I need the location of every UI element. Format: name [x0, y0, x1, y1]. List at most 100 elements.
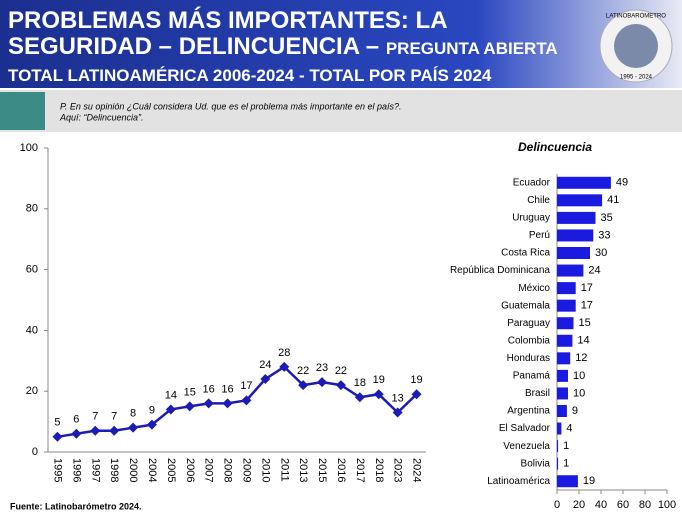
value-label: 12 [575, 352, 587, 364]
value-label: 22 [335, 365, 347, 377]
y-tick-label: El Salvador [499, 423, 551, 434]
bar [557, 387, 568, 399]
marker [204, 398, 214, 408]
bar [557, 194, 602, 206]
logo-years: 1995 - 2024 [620, 75, 653, 81]
value-label: 35 [601, 212, 613, 224]
marker [90, 426, 100, 436]
value-label: 9 [572, 405, 578, 417]
x-tick-label: 1997 [89, 458, 101, 482]
x-tick-label: 100 [658, 499, 676, 511]
value-label: 24 [259, 359, 271, 371]
y-tick-label: República Dominicana [450, 265, 550, 276]
x-tick-label: 20 [573, 499, 585, 511]
chart-title: Delincuencia [518, 140, 592, 154]
bar [557, 229, 593, 241]
value-label: 49 [616, 177, 628, 189]
logo-globe [614, 24, 658, 68]
bar [557, 177, 611, 189]
bar [557, 282, 576, 294]
marker [52, 432, 62, 442]
value-label: 33 [598, 229, 610, 241]
x-tick-label: 40 [595, 499, 607, 511]
bar [557, 300, 576, 312]
bar [557, 423, 561, 435]
x-tick-label: 2010 [259, 458, 271, 482]
value-label: 19 [373, 374, 385, 386]
x-tick-label: 2005 [165, 458, 177, 482]
value-label: 23 [316, 362, 328, 374]
x-tick-label: 2015 [316, 458, 328, 482]
value-label: 8 [130, 408, 136, 420]
subtitle: TOTAL LATINOAMÉRICA 2006-2024 - TOTAL PO… [8, 66, 492, 85]
value-label: 17 [240, 380, 252, 392]
x-tick-label: 1996 [70, 458, 82, 482]
x-tick-label: 2004 [146, 458, 158, 482]
marker [109, 426, 119, 436]
y-tick-label: Brasil [525, 388, 550, 399]
x-tick-label: 2013 [297, 458, 309, 482]
value-label: 19 [583, 475, 595, 487]
x-tick-label: 60 [617, 499, 629, 511]
marker [317, 377, 327, 387]
bar [557, 405, 567, 417]
y-tick-label: Latinoamérica [487, 476, 550, 487]
source: Fuente: Latinobarómetro 2024. [10, 501, 142, 511]
y-tick-label: Honduras [507, 353, 550, 364]
y-tick-label: Chile [527, 195, 550, 206]
marker [223, 398, 233, 408]
bar [557, 440, 558, 452]
y-tick-label: Venezuela [503, 441, 550, 452]
y-tick-label: 80 [26, 203, 38, 215]
logo-text: LATINOBARÓMETRO [606, 13, 666, 20]
x-tick-label: 1995 [52, 458, 64, 482]
value-label: 5 [54, 417, 60, 429]
marker [185, 401, 195, 411]
value-label: 15 [579, 317, 591, 329]
marker [128, 423, 138, 433]
x-tick-label: 2024 [411, 458, 423, 482]
title-small: PREGUNTA ABIERTA [386, 39, 558, 58]
value-label: 28 [278, 347, 290, 359]
bar [557, 475, 578, 487]
y-tick-label: 20 [26, 385, 38, 397]
value-label: 1 [563, 458, 569, 470]
value-label: 14 [165, 389, 177, 401]
y-tick-label: Uruguay [512, 213, 550, 224]
x-tick-label: 2017 [354, 458, 366, 482]
y-tick-label: 100 [20, 142, 38, 154]
title-main: SEGURIDAD – DELINCUENCIA – [8, 33, 379, 60]
value-label: 9 [149, 405, 155, 417]
value-label: 10 [573, 370, 585, 382]
y-tick-label: México [518, 283, 550, 294]
value-label: 4 [566, 422, 572, 434]
y-tick-label: Guatemala [501, 300, 550, 311]
value-label: 41 [607, 194, 619, 206]
value-label: 13 [392, 392, 404, 404]
bar [557, 247, 590, 259]
value-label: 14 [577, 335, 589, 347]
x-tick-label: 2007 [203, 458, 215, 482]
x-tick-label: 2006 [184, 458, 196, 482]
value-label: 7 [111, 411, 117, 423]
y-tick-label: 40 [26, 324, 38, 336]
y-tick-label: Panamá [513, 371, 551, 382]
x-tick-label: 0 [554, 499, 560, 511]
value-label: 18 [354, 377, 366, 389]
y-tick-label: 60 [26, 264, 38, 276]
value-label: 10 [573, 387, 585, 399]
value-label: 30 [595, 247, 607, 259]
x-tick-label: 2000 [127, 458, 139, 482]
value-label: 16 [221, 383, 233, 395]
y-tick-label: Argentina [507, 406, 550, 417]
title-line1: PROBLEMAS MÁS IMPORTANTES: LA [8, 6, 448, 34]
y-tick-label: Perú [529, 230, 550, 241]
value-label: 6 [73, 414, 79, 426]
y-tick-label: Bolivia [521, 458, 551, 469]
y-tick-label: Paraguay [507, 318, 550, 329]
bar [557, 352, 570, 364]
value-label: 17 [581, 282, 593, 294]
value-label: 19 [410, 374, 422, 386]
x-tick-label: 80 [639, 499, 651, 511]
x-tick-label: 2023 [392, 458, 404, 482]
